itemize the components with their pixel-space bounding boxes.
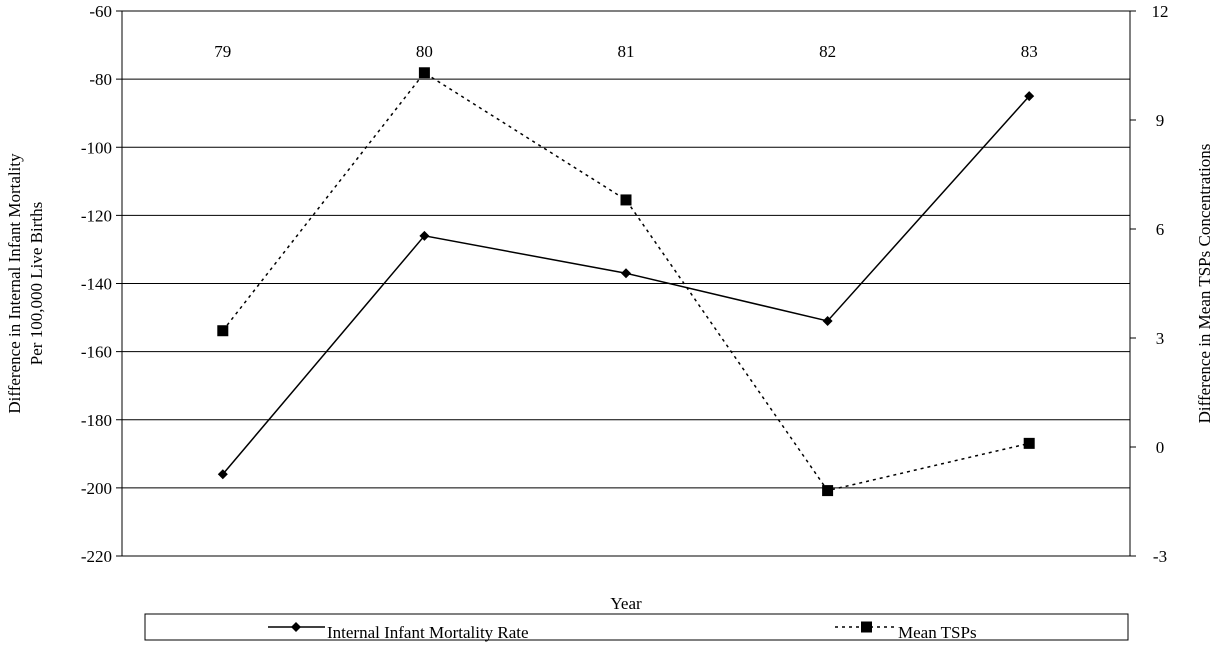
legend-box (144, 613, 1129, 641)
right-tick-label: -3 (1153, 547, 1167, 566)
category-label: 83 (1021, 42, 1038, 61)
category-label: 80 (416, 42, 433, 61)
left-tick-label: -180 (81, 411, 112, 430)
grid-lines (122, 78, 1130, 489)
left-axis-ticks: -60 -80 -100 -120 -140 -160 -180 -200 -220 (81, 2, 122, 566)
left-tick-label: -80 (89, 70, 112, 89)
category-label: 81 (618, 42, 635, 61)
data-point-diamond (217, 469, 228, 480)
series-line-1 (222, 71, 1030, 492)
category-labels: 79 80 81 82 83 (214, 42, 1037, 61)
left-tick-label: -100 (81, 138, 112, 157)
y-axis-right-label: Difference in Mean TSPs Concentrations (1195, 144, 1214, 424)
y-axis-left-label-line2: Per 100,000 Live Births (27, 202, 46, 365)
left-tick-label: -60 (89, 2, 112, 21)
legend-marker-diamond (291, 622, 301, 632)
data-point-diamond (1024, 91, 1035, 102)
data-point-square (217, 325, 229, 337)
right-tick-label: 3 (1156, 329, 1165, 348)
left-tick-label: -200 (81, 479, 112, 498)
series-layer (217, 67, 1035, 497)
right-axis-ticks: 12 9 6 3 0 -3 (1130, 2, 1169, 566)
series-line-0 (222, 95, 1030, 475)
data-point-square (822, 485, 834, 497)
data-point-square (1023, 437, 1035, 449)
legend-label-mortality: Internal Infant Mortality Rate (327, 623, 529, 642)
category-label: 79 (214, 42, 231, 61)
left-tick-label: -120 (81, 206, 112, 225)
data-point-diamond (621, 268, 631, 279)
right-tick-label: 0 (1156, 438, 1165, 457)
data-point-diamond (822, 315, 833, 326)
data-point-square (418, 67, 430, 79)
left-tick-label: -160 (81, 343, 112, 362)
category-label: 82 (819, 42, 836, 61)
y-axis-left-label-line1: Difference in Internal Infant Mortality (5, 153, 24, 414)
left-tick-label: -140 (81, 275, 112, 294)
right-tick-label: 12 (1152, 2, 1169, 21)
legend-label-tsps: Mean TSPs (898, 623, 977, 642)
legend: Internal Infant Mortality Rate Mean TSPs (144, 613, 1129, 642)
data-point-diamond (419, 230, 430, 241)
data-point-square (620, 194, 632, 206)
x-axis-label: Year (610, 594, 642, 613)
right-tick-label: 6 (1156, 220, 1165, 239)
legend-marker-square (861, 621, 872, 633)
left-tick-label: -220 (81, 547, 112, 566)
right-tick-label: 9 (1156, 111, 1165, 130)
